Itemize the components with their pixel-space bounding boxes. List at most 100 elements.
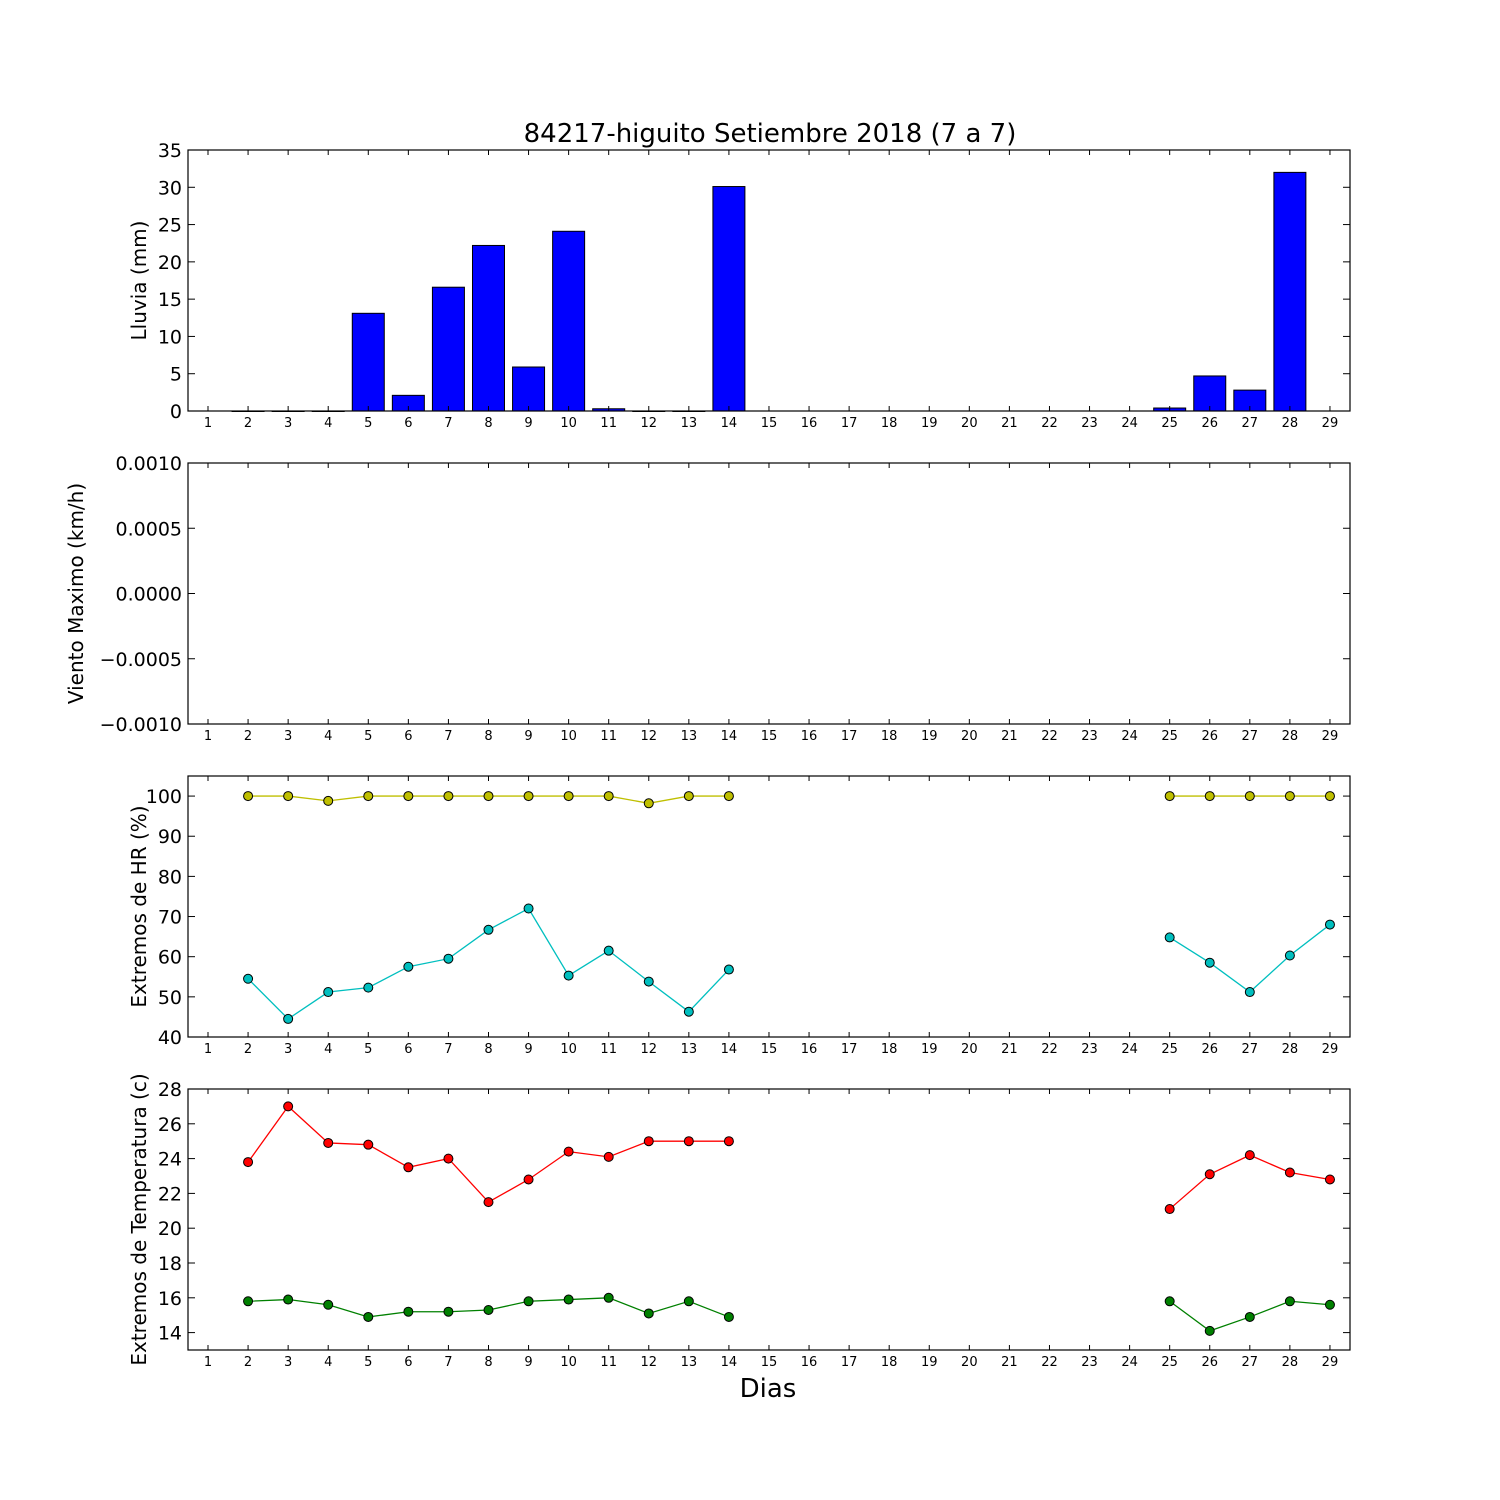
series-0-point-day-9 [523,791,534,802]
x-tick-label: 16 [801,416,818,431]
x-tick-label: 29 [1322,1355,1339,1370]
series-1-point-day-4 [323,987,334,998]
x-tick-label: 18 [881,1355,898,1370]
x-tick-label: 22 [1041,416,1058,431]
y-tick-label: 15 [158,289,182,311]
rain-bar-day-10 [552,230,586,412]
x-tick-label: 5 [364,416,372,431]
series-0-point-day-6 [403,1162,414,1173]
x-tick-label: 18 [881,1042,898,1057]
series-1-point-day-25 [1164,1296,1175,1307]
series-0-point-day-11 [603,1151,614,1162]
x-tick-label: 12 [640,1042,657,1057]
series-1-point-day-6 [403,961,414,972]
y-tick-label: 40 [158,1027,182,1049]
series-0-point-day-5 [363,1139,374,1150]
y-tick-label: 20 [158,252,182,274]
y-tick-label: 28 [158,1079,182,1101]
x-tick-label: 15 [761,1355,778,1370]
series-1-point-day-7 [443,953,454,964]
x-tick-label: 2 [244,1042,252,1057]
series-1-point-day-3 [283,1013,294,1024]
series-0-point-day-28 [1284,1167,1295,1178]
x-tick-label: 9 [524,416,532,431]
x-tick-label: 29 [1322,1042,1339,1057]
rain-bar-day-28 [1273,171,1307,412]
x-tick-label: 14 [721,1355,738,1370]
series-0-point-day-8 [483,1197,494,1208]
y-tick-label: 14 [158,1323,182,1345]
x-tick-label: 28 [1282,1355,1299,1370]
y-axis-label: Extremos de Temperatura (c) [127,1073,151,1365]
x-tick-label: 2 [244,729,252,744]
x-tick-label: 17 [841,1042,858,1057]
series-0-point-day-9 [523,1174,534,1185]
series-1-point-day-12 [643,1308,654,1319]
series-1-point-day-2 [243,1296,254,1307]
x-tick-label: 22 [1041,1042,1058,1057]
x-tick-label: 6 [404,1042,412,1057]
series-0-point-day-29 [1324,791,1335,802]
x-tick-label: 25 [1161,1042,1178,1057]
y-tick-label: 0.0000 [116,584,182,606]
x-tick-label: 2 [244,1355,252,1370]
y-tick-label: 50 [158,987,182,1009]
x-tick-label: 23 [1081,1042,1098,1057]
x-tick-label: 27 [1242,416,1259,431]
x-tick-label: 28 [1282,416,1299,431]
series-0-point-day-29 [1324,1174,1335,1185]
series-1-point-day-26 [1204,957,1215,968]
series-0-point-day-14 [723,1136,734,1147]
y-axis-label: Extremos de HR (%) [127,805,151,1007]
series-0-point-day-27 [1244,791,1255,802]
series-1-point-day-7 [443,1306,454,1317]
x-tick-label: 6 [404,416,412,431]
x-tick-label: 11 [600,1355,617,1370]
series-0-point-day-26 [1204,791,1215,802]
y-tick-label: 70 [158,907,182,929]
x-tick-label: 15 [761,729,778,744]
x-tick-label: 17 [841,1355,858,1370]
series-1-point-day-28 [1284,950,1295,961]
x-tick-label: 23 [1081,729,1098,744]
y-tick-label: 60 [158,947,182,969]
panel-temperature-extremes: 1 2 3 4 5 6 7 8 9 10 11 12 13 14 15 16 17 18 19 20 21 22 23 24 2… [127,1073,1351,1370]
series-1-point-day-6 [403,1306,414,1317]
x-tick-label: 10 [560,416,577,431]
chart-title: 84217-higuito Setiembre 2018 (7 a 7) [524,119,1017,149]
y-tick-label: 0.0010 [116,453,182,475]
x-tick-label: 20 [961,1355,978,1370]
x-tick-label: 23 [1081,416,1098,431]
x-tick-label: 27 [1242,729,1259,744]
x-tick-label: 24 [1121,1355,1138,1370]
x-tick-label: 17 [841,729,858,744]
x-tick-label: 7 [444,1355,452,1370]
series-1-point-day-9 [523,903,534,914]
x-tick-label: 7 [444,729,452,744]
x-tick-label: 29 [1322,416,1339,431]
x-tick-label: 24 [1121,416,1138,431]
series-1-point-day-13 [683,1296,694,1307]
x-tick-label: 13 [681,1042,698,1057]
x-tick-label: 25 [1161,729,1178,744]
y-tick-label: 24 [158,1149,182,1171]
x-tick-label: 1 [204,416,212,431]
x-tick-label: 1 [204,1355,212,1370]
x-tick-label: 15 [761,416,778,431]
y-tick-label: 100 [146,786,182,808]
rain-bar-day-14 [712,186,746,412]
y-tick-label: 26 [158,1114,182,1136]
x-tick-label: 8 [484,729,492,744]
x-tick-label: 3 [284,1042,292,1057]
x-tick-label: 8 [484,416,492,431]
x-tick-label: 14 [721,416,738,431]
rain-bar-day-8 [471,244,505,412]
series-0-line [1169,1154,1331,1210]
x-tick-label: 24 [1121,729,1138,744]
series-0-point-day-25 [1164,791,1175,802]
x-tick-label: 15 [761,1042,778,1057]
x-tick-label: 11 [600,416,617,431]
x-tick-label: 3 [284,1355,292,1370]
x-tick-label: 28 [1282,729,1299,744]
